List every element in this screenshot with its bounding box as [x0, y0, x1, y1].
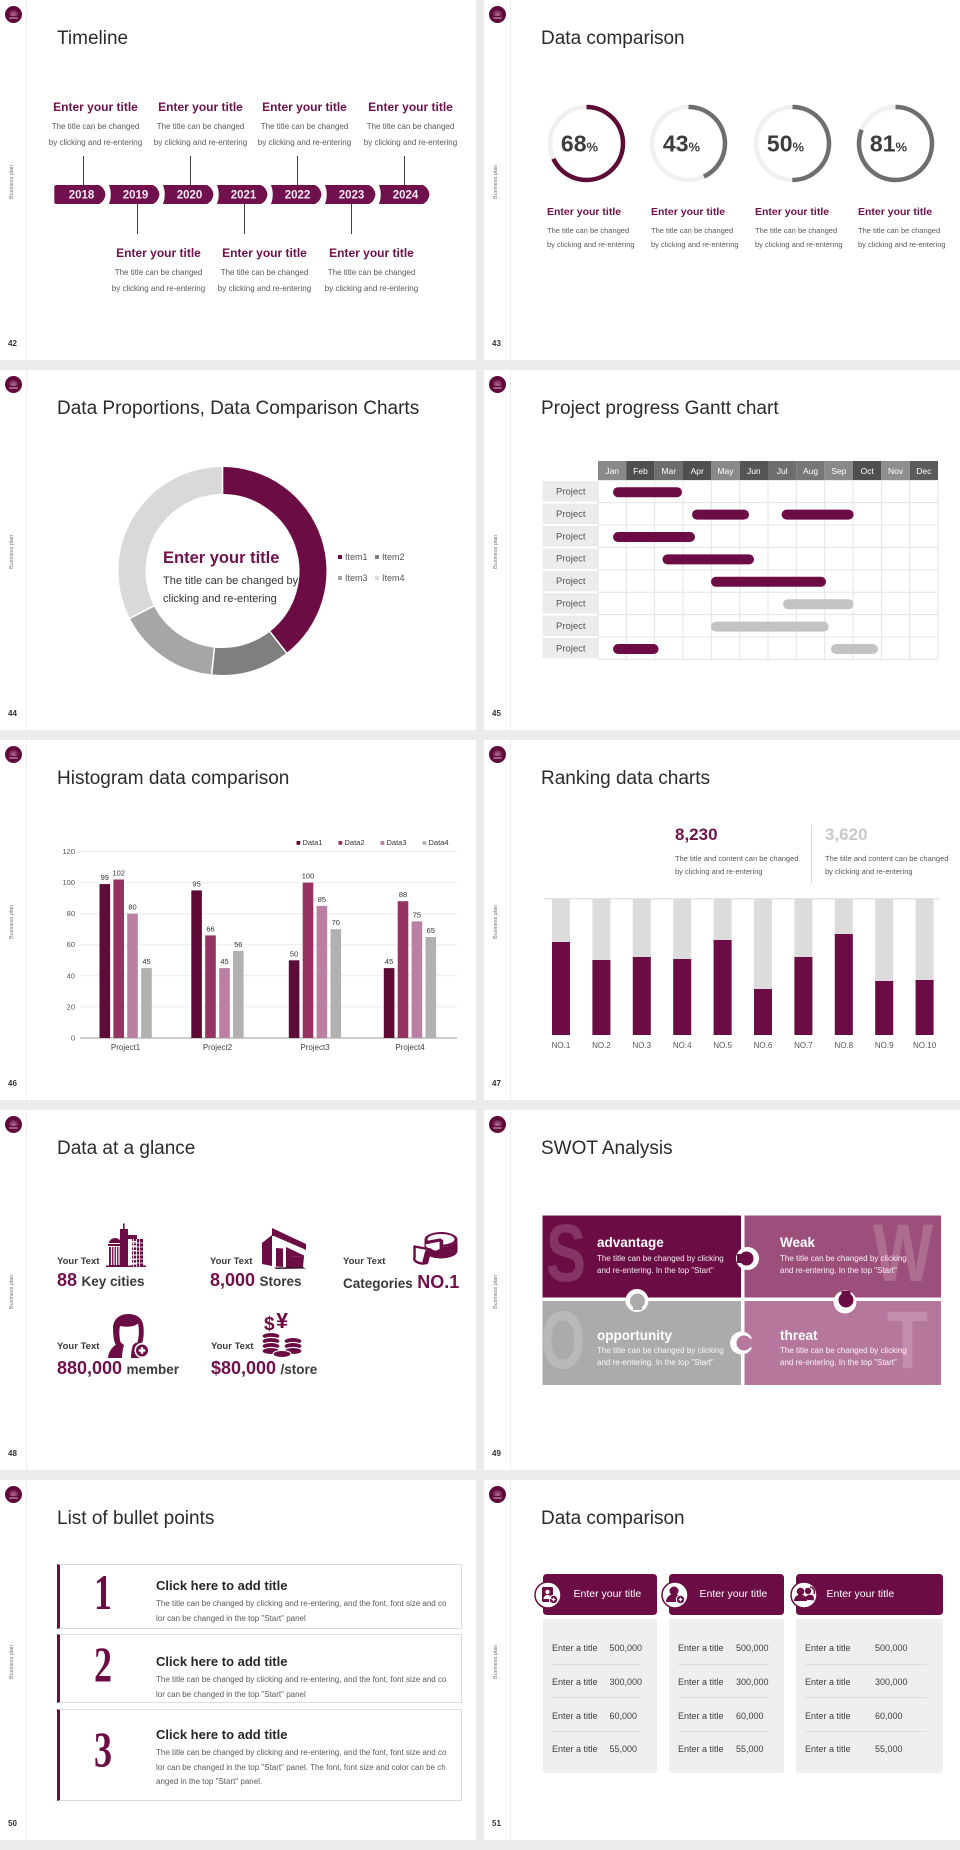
- svg-text:Jun: Jun: [747, 466, 761, 476]
- svg-text:$: $: [264, 1314, 275, 1335]
- svg-text:and re-entering. In the top "S: and re-entering. In the top "Start": [780, 1358, 897, 1367]
- svg-text:T: T: [887, 1295, 928, 1386]
- svg-text:NO.1: NO.1: [552, 1041, 571, 1050]
- svg-text:Project: Project: [556, 643, 586, 654]
- svg-text:threat: threat: [780, 1328, 818, 1343]
- svg-text:Data4: Data4: [429, 838, 449, 847]
- svg-text:Project: Project: [556, 599, 586, 610]
- svg-text:Sep: Sep: [831, 466, 846, 476]
- svg-text:Jul: Jul: [777, 466, 788, 476]
- svg-text:Data2: Data2: [345, 838, 365, 847]
- svg-text:opportunity: opportunity: [597, 1328, 672, 1343]
- svg-text:O: O: [541, 1295, 585, 1386]
- svg-text:20: 20: [67, 1002, 75, 1011]
- svg-text:NO.3: NO.3: [632, 1041, 651, 1050]
- svg-text:85: 85: [318, 895, 326, 904]
- svg-text:NO.8: NO.8: [834, 1041, 853, 1050]
- svg-text:May: May: [717, 466, 734, 476]
- svg-text:advantage: advantage: [597, 1235, 664, 1250]
- svg-text:2023: 2023: [339, 189, 365, 201]
- svg-text:Project: Project: [556, 531, 586, 542]
- svg-text:80: 80: [128, 903, 136, 912]
- svg-text:Nov: Nov: [888, 466, 904, 476]
- svg-text:66: 66: [206, 924, 214, 933]
- svg-text:40: 40: [67, 971, 75, 980]
- svg-text:Jan: Jan: [605, 466, 619, 476]
- svg-text:81%: 81%: [870, 131, 908, 157]
- svg-text:Oct: Oct: [861, 466, 875, 476]
- svg-text:2024: 2024: [393, 189, 419, 201]
- svg-text:2021: 2021: [231, 189, 257, 201]
- svg-text:95: 95: [192, 879, 200, 888]
- svg-text:Apr: Apr: [691, 466, 704, 476]
- svg-text:and re-entering. In the top "S: and re-entering. In the top "Start": [597, 1266, 714, 1275]
- svg-text:Project: Project: [556, 576, 586, 587]
- svg-text:NO.5: NO.5: [713, 1041, 732, 1050]
- svg-text:and re-entering. In the top "S: and re-entering. In the top "Start": [780, 1266, 897, 1275]
- svg-text:Dec: Dec: [916, 466, 932, 476]
- svg-text:0: 0: [71, 1034, 75, 1043]
- svg-text:2018: 2018: [69, 189, 95, 201]
- svg-text:50%: 50%: [767, 131, 805, 157]
- svg-text:65: 65: [427, 926, 435, 935]
- svg-text:45: 45: [220, 957, 228, 966]
- svg-text:W: W: [873, 1208, 933, 1299]
- svg-text:Weak: Weak: [780, 1235, 816, 1250]
- svg-text:¥: ¥: [276, 1313, 289, 1333]
- svg-text:NO.9: NO.9: [875, 1041, 894, 1050]
- svg-text:45: 45: [142, 957, 150, 966]
- svg-text:The title can be changed by cl: The title can be changed by clicking: [780, 1346, 907, 1355]
- svg-text:45: 45: [385, 957, 393, 966]
- svg-text:The title can be changed by cl: The title can be changed by clicking: [597, 1346, 724, 1355]
- svg-text:Project: Project: [556, 554, 586, 565]
- svg-text:102: 102: [112, 869, 125, 878]
- svg-text:and re-entering. In the top "S: and re-entering. In the top "Start": [597, 1358, 714, 1367]
- svg-text:2022: 2022: [285, 189, 311, 201]
- svg-text:60: 60: [67, 940, 75, 949]
- svg-text:88: 88: [399, 890, 407, 899]
- svg-text:Data3: Data3: [387, 838, 407, 847]
- svg-text:Project: Project: [556, 487, 586, 498]
- svg-text:NO.2: NO.2: [592, 1041, 611, 1050]
- svg-text:100: 100: [62, 878, 75, 887]
- svg-text:Project4: Project4: [395, 1043, 425, 1052]
- svg-text:S: S: [546, 1208, 586, 1299]
- svg-text:Project2: Project2: [203, 1043, 233, 1052]
- svg-text:75: 75: [413, 910, 421, 919]
- svg-text:120: 120: [62, 847, 75, 856]
- svg-text:2020: 2020: [177, 189, 203, 201]
- svg-text:Project1: Project1: [111, 1043, 141, 1052]
- svg-text:2019: 2019: [123, 189, 149, 201]
- svg-text:Project3: Project3: [300, 1043, 330, 1052]
- svg-text:NO.6: NO.6: [754, 1041, 773, 1050]
- svg-text:NO.10: NO.10: [913, 1041, 937, 1050]
- svg-text:56: 56: [234, 940, 242, 949]
- svg-text:Data1: Data1: [303, 838, 323, 847]
- svg-text:80: 80: [67, 909, 75, 918]
- svg-text:Project: Project: [556, 621, 586, 632]
- svg-text:Mar: Mar: [661, 466, 676, 476]
- svg-text:Aug: Aug: [803, 466, 818, 476]
- svg-text:43%: 43%: [663, 131, 701, 157]
- svg-text:Feb: Feb: [633, 466, 648, 476]
- svg-text:68%: 68%: [561, 131, 599, 157]
- svg-text:The title can be changed by cl: The title can be changed by clicking: [597, 1254, 724, 1263]
- svg-text:50: 50: [290, 949, 298, 958]
- svg-text:99: 99: [101, 873, 109, 882]
- svg-text:NO.7: NO.7: [794, 1041, 813, 1050]
- svg-text:The title can be changed by cl: The title can be changed by clicking: [780, 1254, 907, 1263]
- svg-text:70: 70: [332, 918, 340, 927]
- svg-text:100: 100: [302, 872, 315, 881]
- svg-text:Project: Project: [556, 509, 586, 520]
- svg-text:NO.4: NO.4: [673, 1041, 692, 1050]
